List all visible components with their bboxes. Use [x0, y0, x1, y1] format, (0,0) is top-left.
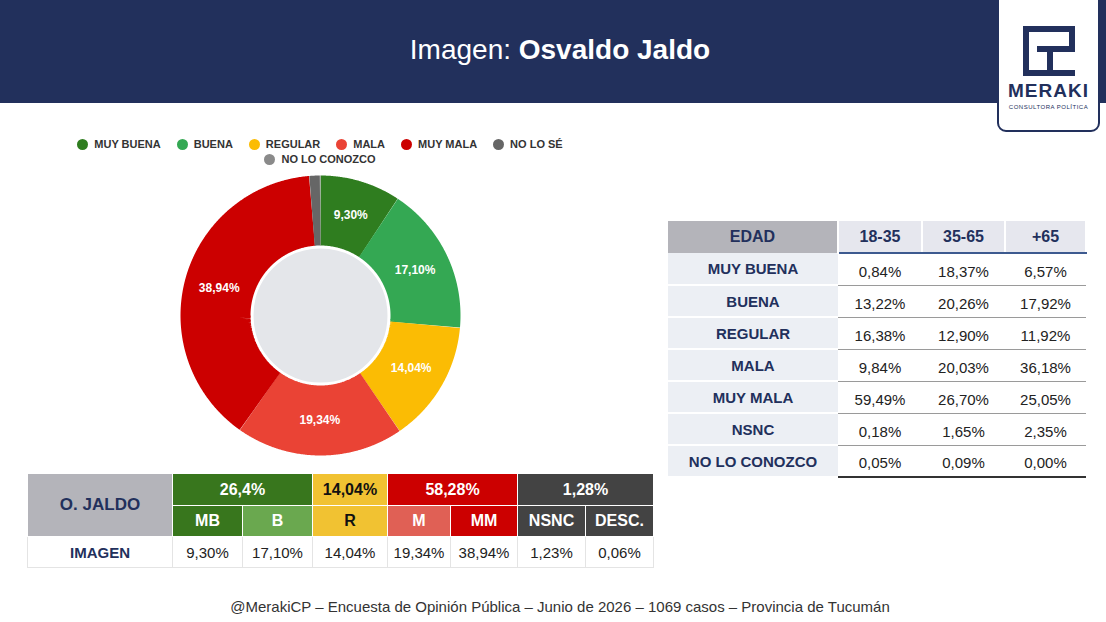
html-text:17,10%: 17,10%: [252, 543, 303, 561]
html-text:+65: +65: [1031, 227, 1060, 245]
svg-text:38,94%: 38,94%: [199, 281, 240, 295]
svg-text:14,04%: 14,04%: [391, 361, 432, 375]
html-text:38,94%: 38,94%: [458, 543, 510, 561]
html-text:9,84%: 9,84%: [858, 358, 902, 376]
html-text:0,00%: 0,00%: [1024, 454, 1067, 472]
html-text:35-65: 35-65: [943, 227, 984, 245]
html-text:Imagen: Osvaldo Jaldo: Imagen: Osvaldo Jaldo: [409, 34, 711, 65]
html-text:12,90%: 12,90%: [938, 326, 989, 344]
svg-text:17,10%: 17,10%: [395, 263, 436, 277]
html-text:26,70%: 26,70%: [938, 390, 989, 408]
html-text:2,35%: 2,35%: [1024, 422, 1067, 440]
html-text:0,84%: 0,84%: [858, 262, 902, 280]
svg-text:19,34%: 19,34%: [299, 413, 340, 427]
html-text:9,30%: 9,30%: [186, 543, 229, 561]
html-text:MALA: MALA: [353, 138, 385, 150]
html-text:NSNC: NSNC: [731, 420, 775, 438]
html-text:MALA: MALA: [731, 356, 775, 374]
html-text:18-35: 18-35: [859, 227, 901, 245]
html-text:14,04%: 14,04%: [324, 543, 376, 561]
html-text:NO LO SÉ: NO LO SÉ: [510, 138, 563, 150]
html-text:59,49%: 59,49%: [854, 390, 906, 408]
html-text:1,23%: 1,23%: [530, 543, 573, 561]
html-text:EDAD: EDAD: [729, 228, 776, 245]
html-text:6,57%: 6,57%: [1024, 262, 1067, 280]
html-text:MB: MB: [195, 512, 220, 529]
html-text:11,92%: 11,92%: [1020, 326, 1071, 344]
html-text:CONSULTORA POLÍTICA: CONSULTORA POLÍTICA: [1008, 104, 1089, 110]
html-text:MUY MALA: MUY MALA: [712, 388, 794, 406]
html-text:20,03%: 20,03%: [938, 358, 989, 376]
html-text:MUY MALA: MUY MALA: [418, 138, 478, 150]
html-text:R: R: [344, 512, 356, 529]
html-text:REGULAR: REGULAR: [715, 324, 791, 342]
html-text:58,28%: 58,28%: [425, 480, 480, 498]
html-text:NO LO CONOZCO: NO LO CONOZCO: [688, 452, 818, 470]
html-text:0,09%: 0,09%: [942, 454, 985, 472]
html-text:MUY BUENA: MUY BUENA: [94, 138, 161, 150]
html-text:16,38%: 16,38%: [854, 326, 906, 344]
html-text:MM: MM: [470, 512, 498, 529]
html-text:0,06%: 0,06%: [598, 543, 641, 561]
html-text:DESC.: DESC.: [595, 512, 644, 529]
html-text:26,4%: 26,4%: [219, 480, 266, 498]
html-text:19,34%: 19,34%: [393, 543, 445, 561]
html-text:0,05%: 0,05%: [858, 454, 902, 472]
html-text:17,92%: 17,92%: [1020, 294, 1071, 312]
html-text:NSNC: NSNC: [528, 512, 575, 529]
html-text:IMAGEN: IMAGEN: [70, 543, 130, 561]
html-text:@MerakiCP – Encuesta de Opinió: @MerakiCP – Encuesta de Opinión Pública …: [230, 598, 890, 615]
html-text:1,28%: 1,28%: [562, 480, 609, 498]
html-text:MUY BUENA: MUY BUENA: [707, 260, 799, 277]
html-text:B: B: [271, 512, 284, 529]
html-text:REGULAR: REGULAR: [265, 138, 321, 150]
html-text:BUENA: BUENA: [726, 292, 780, 310]
svg-text:9,30%: 9,30%: [334, 208, 368, 222]
html-text:BUENA: BUENA: [193, 138, 233, 150]
html-text:0,18%: 0,18%: [858, 422, 902, 440]
html-text:M: M: [412, 512, 426, 529]
html-text:20,26%: 20,26%: [938, 294, 989, 312]
html-text:MERAKI: MERAKI: [1008, 80, 1089, 101]
html-text:13,22%: 13,22%: [854, 294, 906, 312]
html-text:18,37%: 18,37%: [938, 262, 989, 280]
html-text:14,04%: 14,04%: [322, 480, 378, 498]
html-text:36,18%: 36,18%: [1020, 358, 1071, 376]
html-text:O. JALDO: O. JALDO: [59, 495, 141, 514]
html-text:1,65%: 1,65%: [942, 422, 985, 440]
html-text:25,05%: 25,05%: [1020, 390, 1071, 408]
html-text:NO LO CONOZCO: NO LO CONOZCO: [281, 153, 376, 165]
